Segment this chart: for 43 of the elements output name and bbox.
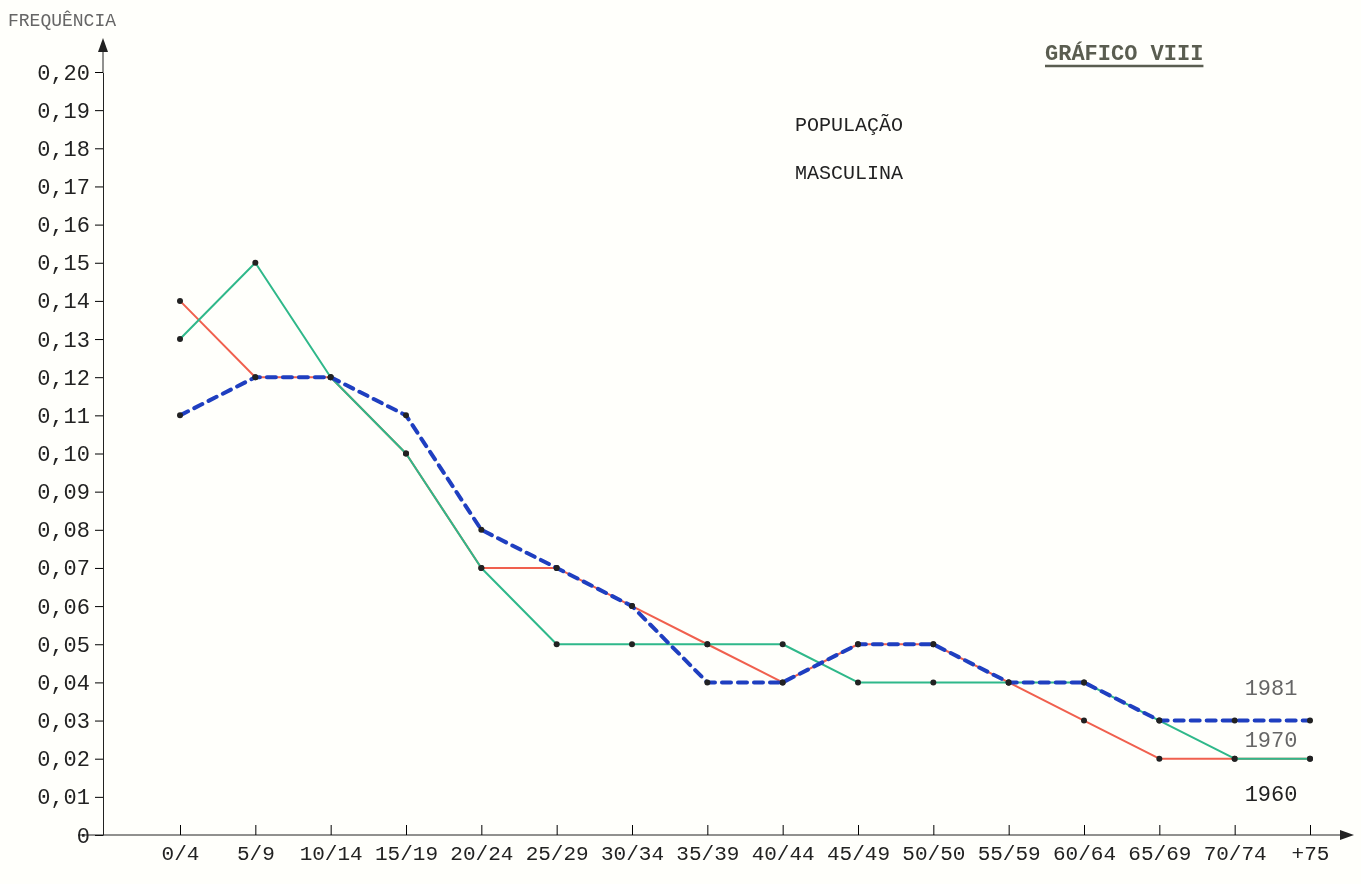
y-tick-label: 0,16 <box>37 214 90 240</box>
x-tick-label: 10/14 <box>299 842 363 866</box>
y-tick-label: 0,07 <box>37 557 90 583</box>
y-tick-label: 0,11 <box>37 404 90 430</box>
y-tick-label: 0,08 <box>37 519 90 545</box>
series-label: 1960 <box>1244 782 1298 808</box>
x-tick-label: 20/24 <box>450 842 514 866</box>
x-tick-label: 70/74 <box>1203 842 1267 866</box>
y-tick-label: 0,17 <box>37 175 90 201</box>
x-tick-label: 30/34 <box>600 842 665 866</box>
y-axis-title: FREQUÊNCIA <box>8 10 117 31</box>
y-tick-label: 0,19 <box>37 99 90 125</box>
y-tick-label: 0,06 <box>37 595 90 621</box>
y-tick-label: 0,03 <box>37 710 90 736</box>
x-tick-label: +75 <box>1291 842 1330 866</box>
x-tick-label: 25/29 <box>525 842 589 866</box>
x-tick-label: 35/39 <box>676 842 740 866</box>
y-tick-label: 0,02 <box>37 748 90 774</box>
y-tick-label: 0,14 <box>37 290 90 316</box>
x-tick-label: 50/50 <box>902 842 966 866</box>
series-label: 1981 <box>1244 676 1298 702</box>
x-tick-label: 60/64 <box>1052 842 1117 866</box>
y-tick-label: 0,18 <box>37 137 90 163</box>
y-tick-label: 0,20 <box>37 61 90 87</box>
x-tick-label: 0/4 <box>161 842 200 866</box>
x-tick-label: 15/19 <box>374 842 439 866</box>
y-tick-label: 0,12 <box>37 366 90 392</box>
y-tick-label: 0,10 <box>37 443 90 469</box>
y-tick-label: 0,05 <box>37 633 90 659</box>
y-tick-label: 0 <box>76 824 90 850</box>
y-tick-label: 0,09 <box>37 481 90 507</box>
x-tick-label: 40/44 <box>751 842 815 866</box>
x-tick-label: 45/49 <box>826 842 891 866</box>
x-tick-label: 5/9 <box>236 842 275 866</box>
chart-title: GRÁFICO VIII <box>1045 41 1204 67</box>
y-tick-label: 0,04 <box>37 671 90 697</box>
y-tick-label: 0,15 <box>37 252 90 278</box>
x-tick-label: 65/69 <box>1128 842 1192 866</box>
series-label: 1970 <box>1244 728 1298 754</box>
x-tick-label: 55/59 <box>977 842 1041 866</box>
text: POPULAÇÃO MASCULINA <box>795 114 904 185</box>
y-tick-label: 0,01 <box>37 786 90 812</box>
y-tick-label: 0,13 <box>37 328 90 354</box>
